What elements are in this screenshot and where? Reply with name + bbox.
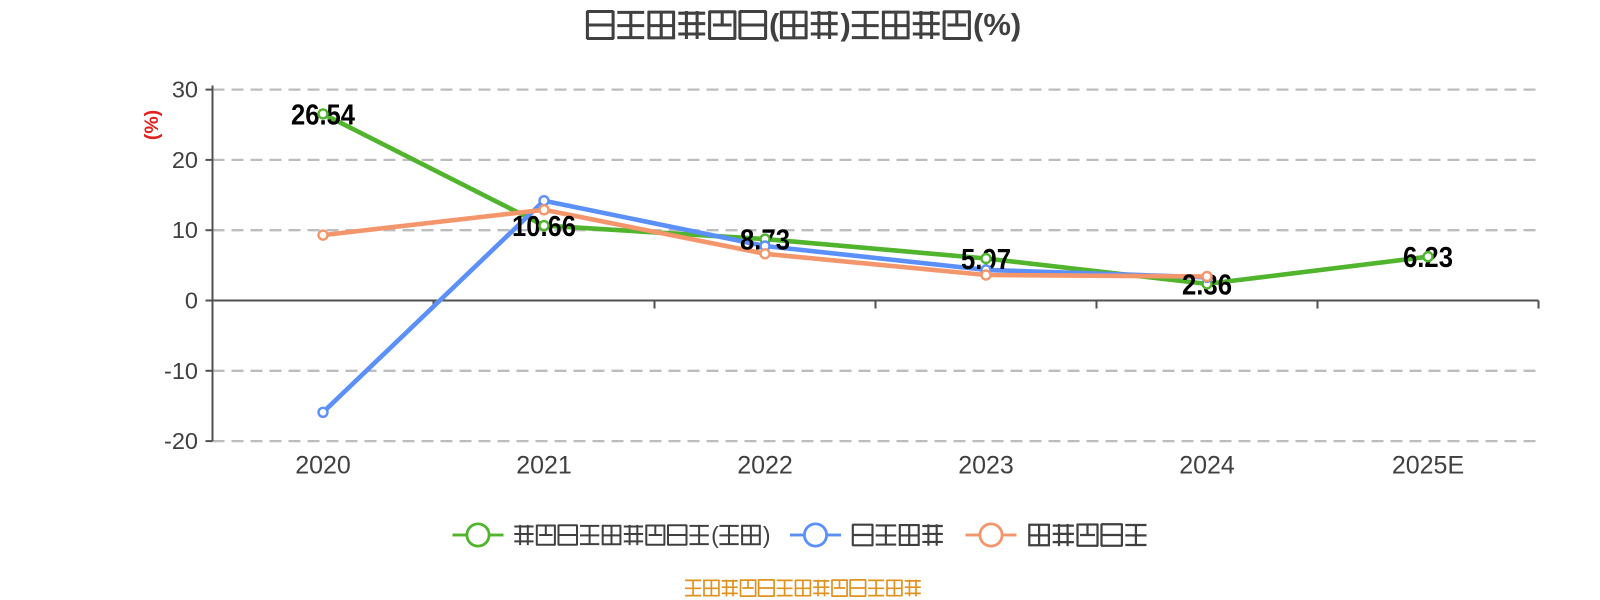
- svg-text:30: 30: [172, 77, 198, 103]
- svg-text:2020: 2020: [295, 452, 351, 480]
- svg-text:(%): (%): [141, 110, 163, 140]
- svg-text:(: (: [769, 7, 780, 42]
- svg-text:2021: 2021: [516, 452, 572, 480]
- svg-text:0: 0: [185, 288, 198, 314]
- svg-text:-10: -10: [164, 358, 198, 384]
- svg-text:): ): [841, 7, 851, 42]
- svg-text:20: 20: [172, 147, 198, 173]
- svg-text:2022: 2022: [737, 452, 793, 480]
- svg-text:(: (: [711, 522, 719, 548]
- svg-text:2024: 2024: [1179, 452, 1235, 480]
- svg-text:2023: 2023: [958, 452, 1014, 480]
- svg-text:2025E: 2025E: [1392, 452, 1464, 480]
- svg-text:(%): (%): [973, 7, 1021, 42]
- svg-text:-20: -20: [164, 428, 198, 454]
- svg-text:): ): [763, 522, 771, 548]
- svg-text:10: 10: [172, 217, 198, 243]
